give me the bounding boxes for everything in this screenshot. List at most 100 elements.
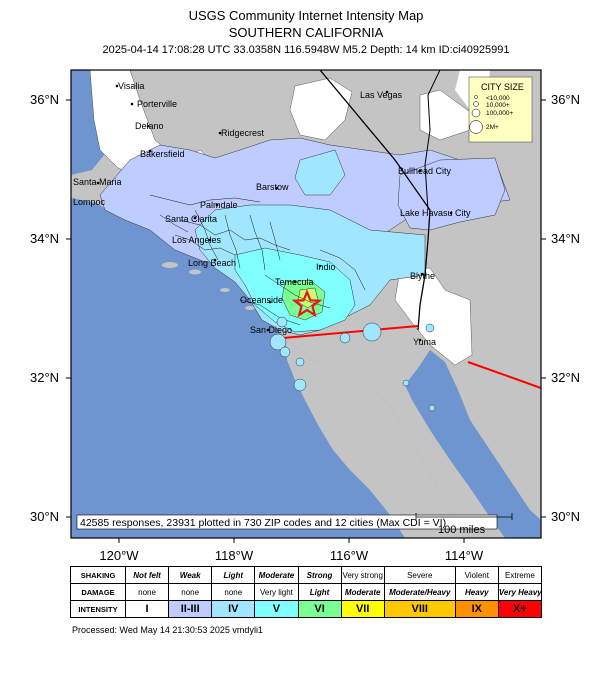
damage-cell: none — [168, 583, 213, 601]
island — [162, 262, 178, 268]
shaking-cell: Weak — [168, 566, 213, 584]
place-label: Delano — [135, 121, 164, 131]
lon-label: 114°W — [444, 548, 484, 563]
lon-label: 118°W — [214, 548, 254, 563]
place-label: Santa Maria — [73, 177, 122, 187]
place-label: Lake Havasu City — [400, 208, 471, 218]
place-label: Oceanside — [240, 295, 283, 305]
intensity-cell: VII — [340, 600, 385, 618]
lat-label: 30°N — [551, 509, 581, 524]
state-border-line — [424, 70, 441, 211]
intensity-cell: IX — [454, 600, 499, 618]
scale-bar-label: 100 miles — [438, 524, 486, 536]
response-summary-box — [76, 514, 498, 530]
shaking-cell: Severe — [383, 566, 456, 584]
region-title: SOUTHERN CALIFORNIA — [228, 25, 384, 40]
place-label: Porterville — [137, 99, 177, 109]
shaking-cell: Light — [211, 566, 256, 584]
intensity-cell: IV — [211, 600, 256, 618]
lat-label: 36°N — [30, 92, 60, 107]
city-size-title: CITY SIZE — [481, 82, 524, 92]
lon-label: 116°W — [329, 548, 369, 563]
shaking-cell: Strong — [297, 566, 342, 584]
damage-cell: Moderate — [340, 583, 385, 601]
intensity-cell: V — [254, 600, 299, 618]
place-label: Blythe — [410, 271, 435, 281]
place-label: Palmdale — [200, 200, 238, 210]
intensity-cell: I — [124, 600, 170, 618]
axis-ticks — [66, 99, 546, 543]
shaking-row: SHAKING Not felt Weak Light Moderate Str… — [70, 566, 543, 584]
damage-cell: none — [211, 583, 256, 601]
shaking-cell: Very strong — [340, 566, 385, 584]
damage-cell: Light — [297, 583, 342, 601]
baja-peninsula — [285, 338, 470, 538]
island — [220, 288, 230, 292]
intensity-header: INTENSITY — [70, 600, 126, 618]
city-size-entry: 10,000+ — [486, 102, 510, 109]
intensity-row: INTENSITY I II-III IV V VI VII VIII IX X… — [70, 600, 543, 618]
event-info: 2025-04-14 17:08:28 UTC 33.0358N 116.594… — [102, 44, 510, 56]
damage-cell: Heavy — [454, 583, 499, 601]
city-circles — [269, 316, 436, 412]
intensity-legend-table: SHAKING Not felt Weak Light Moderate Str… — [70, 566, 543, 618]
damage-row: DAMAGE none none none Very light Light M… — [70, 583, 543, 601]
place-label: Las Vegas — [360, 90, 403, 100]
state-border-line — [319, 70, 431, 331]
place-label: Bakersfield — [140, 149, 185, 159]
shaking-header: SHAKING — [70, 566, 126, 584]
place-label: Lompoc — [73, 197, 106, 207]
fault-line — [467, 361, 541, 389]
place-label: Los Angeles — [172, 235, 222, 245]
damage-cell: Moderate/Heavy — [383, 583, 456, 601]
place-label: Yuma — [413, 337, 436, 347]
city-size-legend: CITY SIZE <10,000 10,000+ 100,000+ 2M+ — [468, 76, 533, 143]
city-size-entry: 2M+ — [486, 124, 499, 131]
place-label: Bullhead City — [398, 166, 452, 176]
city-dots — [96, 84, 453, 342]
place-label: Long Beach — [188, 258, 236, 268]
damage-cell: Very light — [254, 583, 299, 601]
city-size-entry: <10,000 — [486, 95, 510, 102]
map-title: USGS Community Internet Intensity Map — [188, 8, 424, 23]
epicenter-star-icon — [291, 289, 323, 318]
gulf-of-california — [405, 350, 541, 538]
us-mexico-border-line — [282, 325, 419, 339]
processed-timestamp: Processed: Wed May 14 21:30:53 2025 vmdy… — [72, 625, 263, 635]
shaking-cell: Violent — [454, 566, 499, 584]
lat-label: 34°N — [30, 231, 60, 246]
map-frame — [70, 69, 542, 539]
intensity-cell: II-III — [168, 600, 213, 618]
place-label: San Diego — [250, 325, 292, 335]
intensity-cell: VIII — [383, 600, 456, 618]
place-label: Santa Clarita — [165, 214, 217, 224]
damage-header: DAMAGE — [70, 583, 126, 601]
place-label: Visalia — [118, 81, 144, 91]
place-label: Barstow — [256, 182, 289, 192]
response-summary: 42585 responses, 23931 plotted in 730 ZI… — [80, 517, 446, 529]
lat-label: 32°N — [551, 370, 581, 385]
white-region-southeast — [394, 267, 473, 366]
lat-label: 32°N — [30, 370, 60, 385]
lat-label: 36°N — [551, 92, 581, 107]
shaking-cell: Moderate — [254, 566, 299, 584]
place-label: Indio — [316, 262, 336, 272]
zip-boundaries — [149, 194, 366, 326]
scale-bar: 100 miles — [415, 513, 513, 536]
island — [189, 269, 201, 275]
intensity-iv-north — [294, 149, 346, 196]
city-size-entry: 100,000+ — [486, 110, 513, 117]
shaking-cell: Not felt — [124, 566, 170, 584]
intensity-cell: X+ — [497, 600, 543, 618]
shaking-cell: Extreme — [497, 566, 543, 584]
place-label: Ridgecrest — [221, 128, 265, 138]
lat-label: 30°N — [30, 509, 60, 524]
lat-label: 34°N — [551, 231, 581, 246]
damage-cell: none — [124, 583, 170, 601]
damage-cell: Very Heavy — [497, 583, 543, 601]
intensity-ii-iii-region-east — [397, 157, 506, 231]
island — [245, 306, 255, 310]
white-region — [289, 77, 353, 141]
lon-label: 120°W — [99, 548, 139, 563]
